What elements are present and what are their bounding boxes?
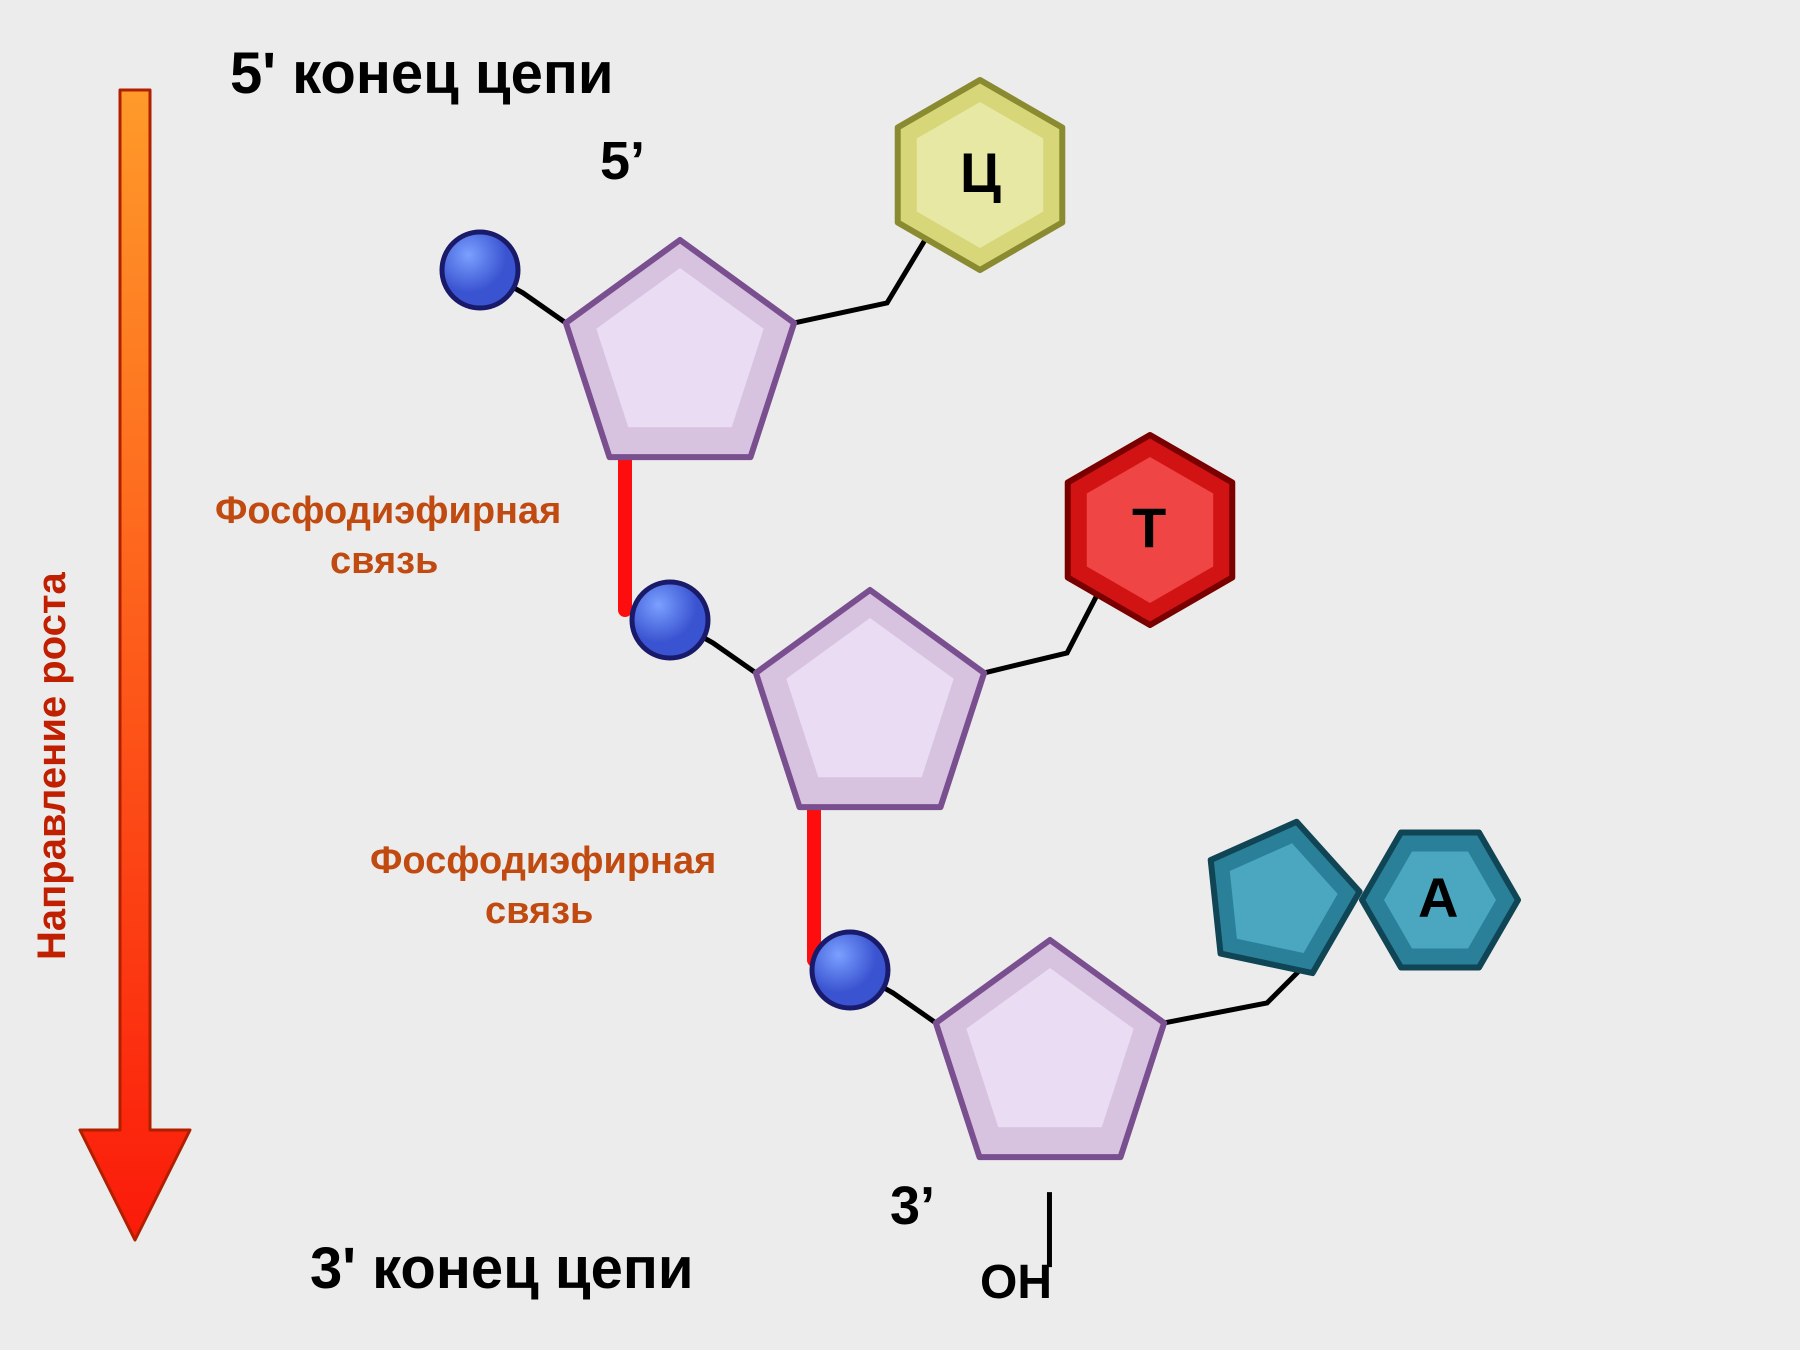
base-label-cytosine: Ц: [960, 140, 1001, 205]
title-three-prime-end: 3' конец цепи: [310, 1235, 694, 1302]
title-five-prime-end: 5' конец цепи: [230, 40, 614, 107]
base-label-adenine: А: [1418, 865, 1458, 930]
hydroxyl-label: OH: [980, 1255, 1052, 1310]
phosphodiester-bond-2-line2: связь: [485, 890, 593, 933]
phosphodiester-bond-1-line2: связь: [330, 540, 438, 583]
base-label-thymine: Т: [1132, 495, 1166, 560]
phosphodiester-bond-1-line1: Фосфодиэфирная: [215, 490, 561, 533]
arrow-side-label: Направление роста: [30, 572, 75, 960]
three-prime-mark: 3’: [890, 1175, 935, 1237]
phosphodiester-bond-2-line1: Фосфодиэфирная: [370, 840, 716, 883]
five-prime-mark: 5’: [600, 130, 645, 192]
dna-strand-diagram: [0, 0, 1800, 1350]
